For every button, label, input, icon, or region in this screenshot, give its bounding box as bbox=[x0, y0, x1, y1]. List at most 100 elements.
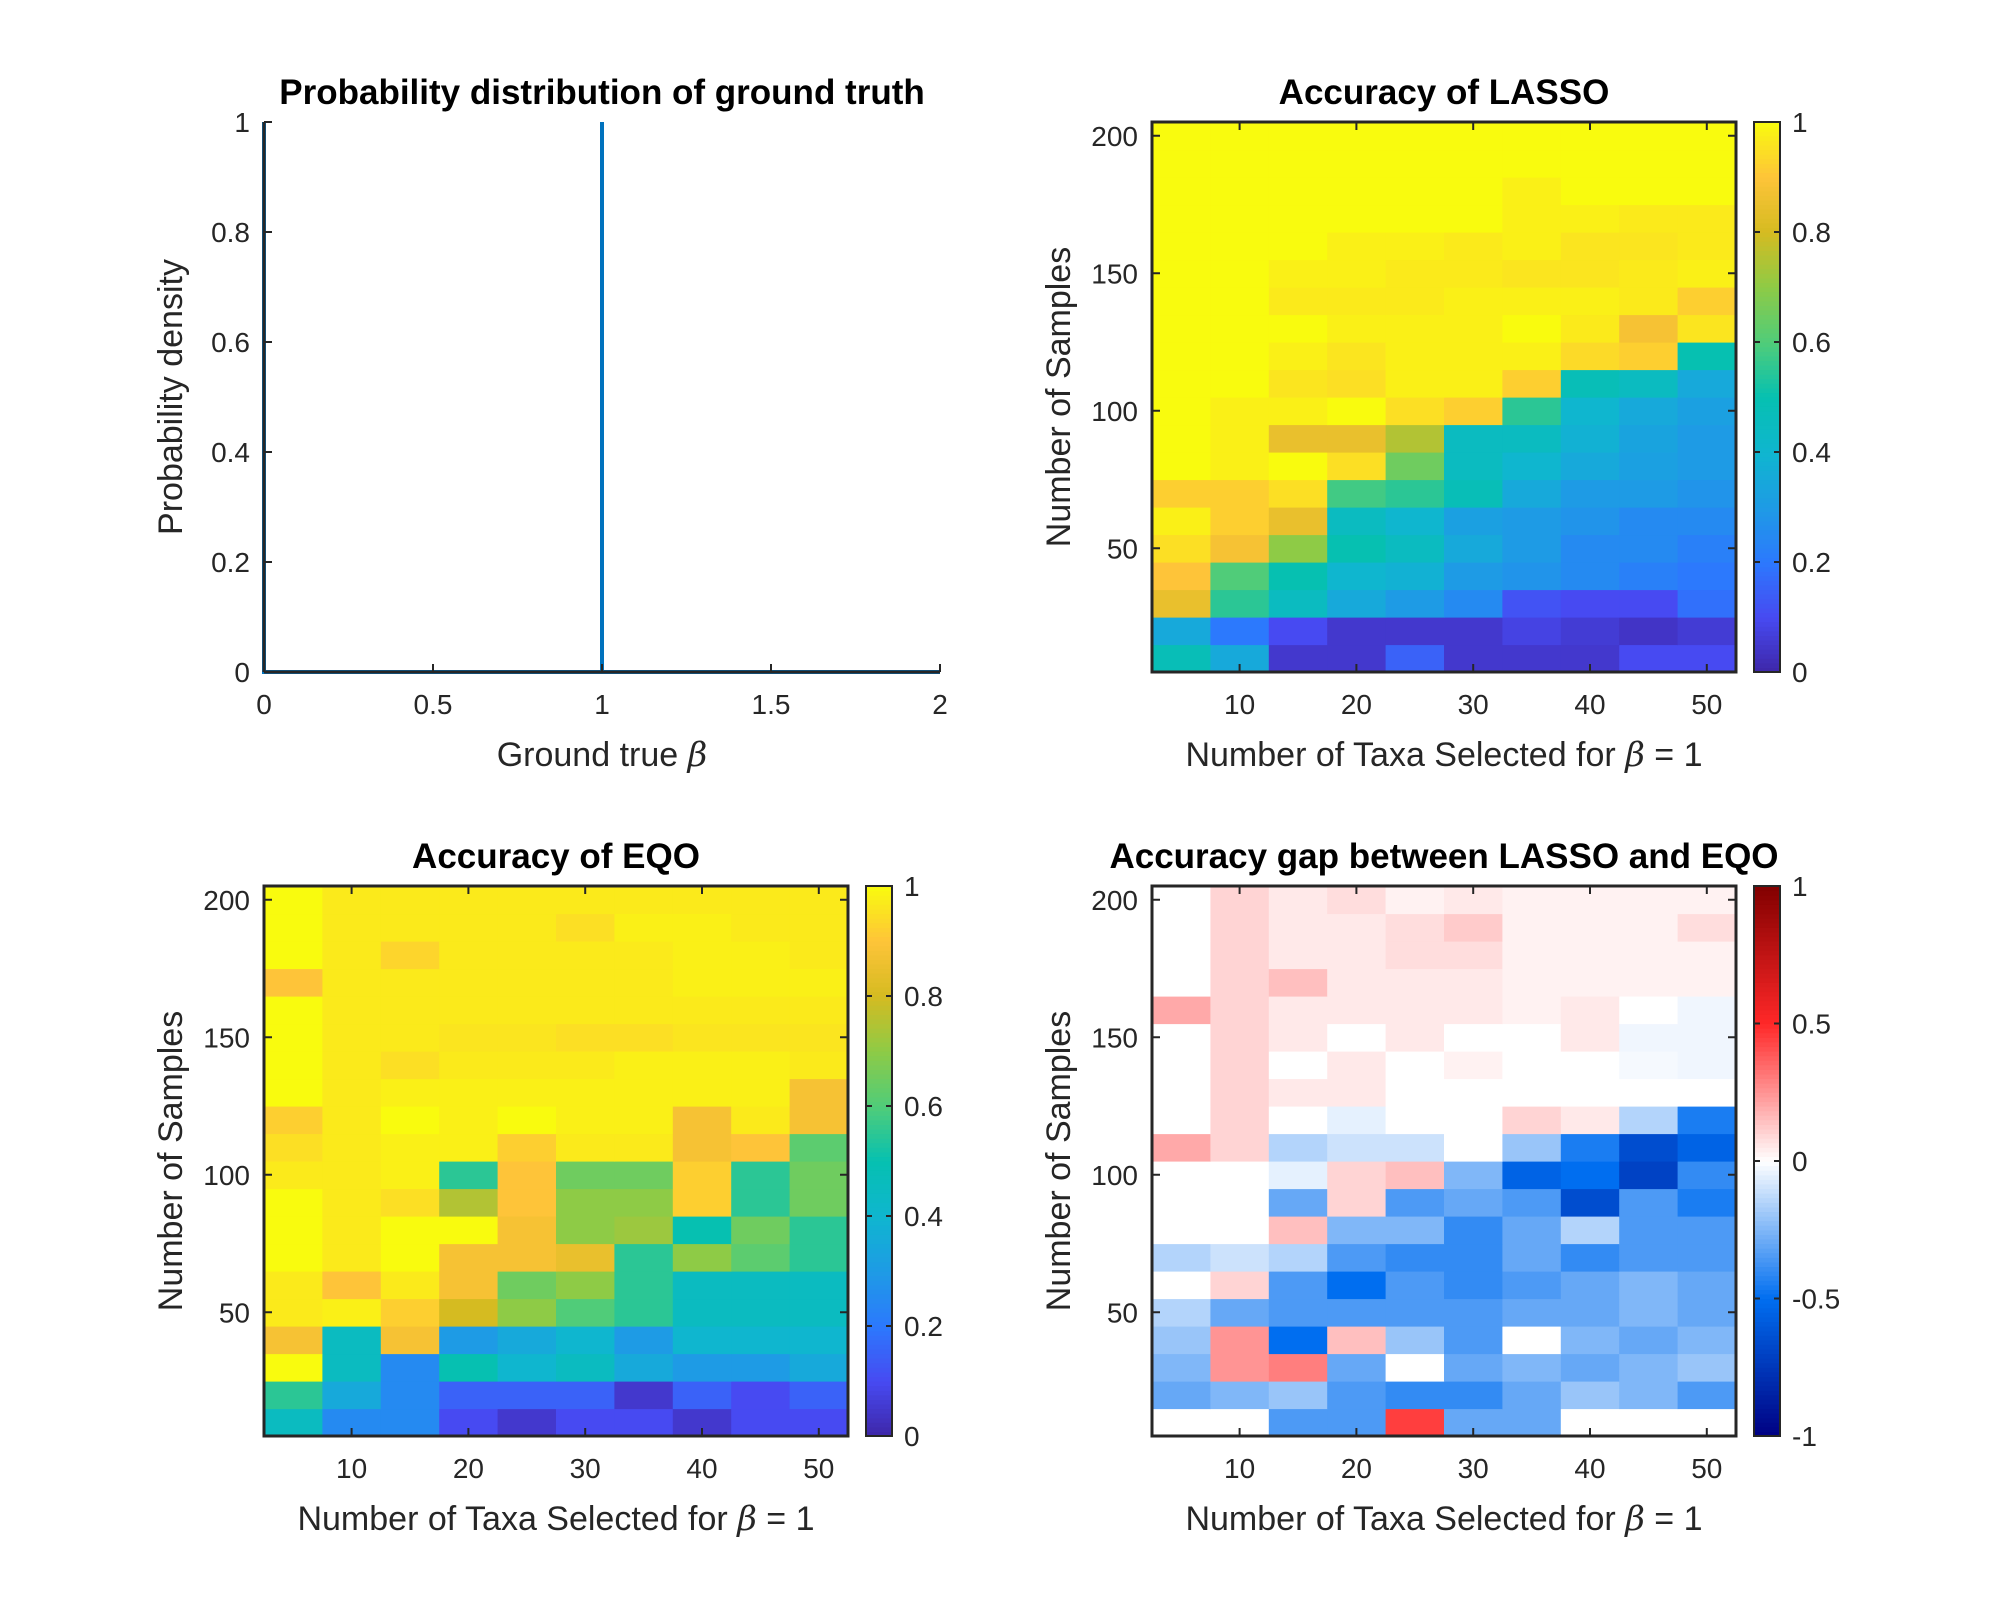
colorbar-segment bbox=[866, 1197, 892, 1203]
heatmap-cell bbox=[672, 1298, 732, 1327]
colorbar-segment bbox=[1754, 1138, 1780, 1144]
heatmap-cell bbox=[322, 1078, 382, 1107]
colorbar-segment bbox=[866, 890, 892, 896]
colorbar-segment bbox=[1754, 300, 1780, 306]
heatmap-cell bbox=[264, 968, 323, 997]
heatmap-cell bbox=[1619, 589, 1679, 618]
heatmap-cell bbox=[1560, 589, 1620, 618]
heatmap-cell bbox=[1677, 369, 1737, 398]
colorbar-segment bbox=[1754, 982, 1780, 988]
colorbar-frame bbox=[1753, 121, 1781, 673]
heatmap-cell bbox=[731, 1188, 791, 1217]
heatmap-cell bbox=[1502, 204, 1562, 233]
heatmap-cell bbox=[322, 941, 382, 970]
heatmap-cell bbox=[1444, 507, 1503, 536]
colorbar-segment bbox=[1754, 534, 1780, 540]
heatmap-cell bbox=[1444, 1381, 1503, 1410]
panel-ground-truth-distribution: Probability distribution of ground truth… bbox=[152, 73, 948, 775]
heatmap-cell bbox=[1327, 1326, 1387, 1355]
colorbar-segment bbox=[1754, 1083, 1780, 1089]
heatmap-cell bbox=[1619, 424, 1679, 453]
heatmap-cell bbox=[789, 1326, 849, 1355]
heatmap-cell bbox=[1210, 617, 1270, 646]
heatmap-cell bbox=[1385, 369, 1445, 398]
heatmap-cell bbox=[439, 1078, 499, 1107]
colorbar-segment bbox=[1754, 383, 1780, 389]
colorbar-segment bbox=[1754, 1078, 1780, 1084]
heatmap-cell bbox=[264, 1298, 323, 1327]
colorbar-segment bbox=[1754, 1128, 1780, 1135]
heatmap-cell bbox=[1619, 204, 1679, 233]
heatmap-cell bbox=[497, 1216, 557, 1245]
colorbar-segment bbox=[1754, 1358, 1780, 1364]
colorbar-segment bbox=[866, 1018, 892, 1025]
heatmap-cell bbox=[1152, 968, 1211, 997]
heatmap-cell bbox=[1619, 1051, 1679, 1080]
colorbar-segment bbox=[866, 1069, 892, 1075]
colorbar-segment bbox=[866, 1234, 892, 1240]
colorbar-segment bbox=[1754, 996, 1780, 1002]
heatmap-cell bbox=[1268, 259, 1328, 288]
heatmap-cell bbox=[1210, 1216, 1270, 1245]
heatmap-cell bbox=[1210, 507, 1270, 536]
heatmap-cell bbox=[614, 1408, 674, 1437]
heatmap-cell bbox=[1619, 617, 1679, 646]
colorbar-segment bbox=[1754, 291, 1780, 297]
x-tick-label: 10 bbox=[1224, 689, 1255, 720]
colorbar-tick-label: 0.6 bbox=[904, 1091, 943, 1122]
heatmap-cell bbox=[1210, 479, 1270, 508]
heatmap-cell bbox=[1502, 452, 1562, 481]
colorbar-segment bbox=[866, 1133, 892, 1139]
heatmap-cell bbox=[1677, 1381, 1737, 1410]
heatmap-cell bbox=[1560, 913, 1620, 942]
heatmap-cell bbox=[1327, 1353, 1387, 1382]
heatmap-cell bbox=[1385, 232, 1445, 261]
heatmap-cell bbox=[1444, 913, 1503, 942]
heatmap-cell bbox=[1268, 534, 1328, 563]
heatmap-cell bbox=[1444, 397, 1503, 426]
heatmap-cell bbox=[1444, 562, 1503, 591]
colorbar-tick-label: 0.5 bbox=[1792, 1009, 1831, 1040]
colorbar-segment bbox=[1754, 433, 1780, 439]
heatmap-cell bbox=[1268, 996, 1328, 1025]
heatmap-cell bbox=[1619, 259, 1679, 288]
colorbar-segment bbox=[1754, 653, 1780, 659]
colorbar-segment bbox=[1754, 1110, 1780, 1116]
heatmap-cell bbox=[1444, 1216, 1503, 1245]
heatmap-cell bbox=[439, 1326, 499, 1355]
colorbar-segment bbox=[1754, 406, 1780, 412]
heatmap-cell bbox=[614, 886, 674, 915]
heatmap-cell bbox=[789, 1216, 849, 1245]
heatmap-cell bbox=[380, 1271, 440, 1300]
colorbar-segment bbox=[1754, 1422, 1780, 1428]
heatmap-cell bbox=[1152, 424, 1211, 453]
heatmap-cell bbox=[1327, 232, 1387, 261]
colorbar-segment bbox=[1754, 520, 1780, 526]
heatmap-cell bbox=[1152, 1188, 1211, 1217]
colorbar-segment bbox=[866, 927, 892, 933]
colorbar-segment bbox=[1754, 1243, 1780, 1249]
heatmap-cell bbox=[1677, 452, 1737, 481]
colorbar-tick-label: 0.8 bbox=[904, 981, 943, 1012]
heatmap-cell bbox=[1385, 534, 1445, 563]
heatmap-cell bbox=[380, 1106, 440, 1135]
colorbar-segment bbox=[1754, 1316, 1780, 1323]
heatmap-cell bbox=[1619, 534, 1679, 563]
colorbar-segment bbox=[1754, 337, 1780, 343]
heatmap-cell bbox=[1502, 314, 1562, 343]
heatmap-cell bbox=[556, 913, 615, 942]
colorbar-segment bbox=[1754, 580, 1780, 586]
heatmap-cell bbox=[672, 1381, 732, 1410]
heatmap-cell bbox=[497, 1161, 557, 1190]
heatmap-cell bbox=[439, 968, 499, 997]
heatmap-cell bbox=[1619, 479, 1679, 508]
heatmap-cell bbox=[1152, 913, 1211, 942]
heatmap-cell bbox=[1444, 1271, 1503, 1300]
colorbar-segment bbox=[1754, 886, 1780, 892]
heatmap-cell bbox=[1444, 1298, 1503, 1327]
heatmap-cell bbox=[556, 1243, 615, 1272]
heatmap-cell bbox=[1268, 562, 1328, 591]
colorbar-segment bbox=[866, 1051, 892, 1057]
x-axis-label: Number of Taxa Selected for β = 1 bbox=[297, 1499, 814, 1539]
